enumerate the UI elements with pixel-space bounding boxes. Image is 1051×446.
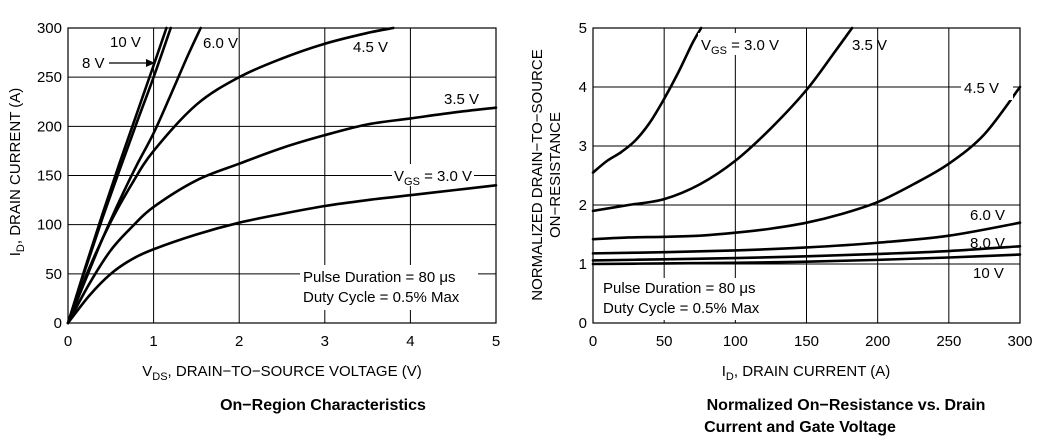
c1-y-tick-50: 50 — [45, 266, 62, 283]
c2-y-tick-2: 2 — [579, 197, 587, 214]
c2-curve-4-5-v — [591, 85, 1022, 241]
c2-label-6v: 6.0 V — [970, 207, 1005, 224]
c1-note-duty: Duty Cycle = 0.5% Max — [303, 289, 460, 306]
c2-curve-8-0-v — [591, 245, 1022, 262]
c2-x-tick-250: 250 — [936, 333, 961, 350]
c2-curve-6-0-v — [591, 221, 1022, 255]
c2-y-axis-label-line1: NORMALIZED DRAIN−TO−SOURCE — [529, 49, 546, 300]
c1-curves — [66, 26, 498, 325]
c2-curve-3-5-v — [591, 26, 854, 213]
c1-curve-8-v — [66, 26, 173, 325]
c1-x-tick-5: 5 — [492, 333, 500, 350]
c1-y-tick-150: 150 — [37, 168, 62, 185]
c1-y-tick-250: 250 — [37, 69, 62, 86]
c2-y-tick-0: 0 — [579, 315, 587, 332]
c1-y-tick-300: 300 — [37, 20, 62, 37]
normalized-rdson-chart: 0 50 100 150 200 250 300 0 1 2 3 4 5 ID, DRAIN CURR… — [529, 20, 1033, 436]
c2-note-duty: Duty Cycle = 0.5% Max — [603, 300, 760, 317]
c1-note-pulse: Pulse Duration = 80 μs — [303, 269, 455, 286]
c1-label-3v5: 3.5 V — [444, 91, 479, 108]
c2-note-pulse: Pulse Duration = 80 μs — [603, 280, 755, 297]
c1-x-tick-2: 2 — [235, 333, 243, 350]
c2-x-tick-50: 50 — [656, 333, 673, 350]
c2-label-bg-4v5 — [961, 78, 1013, 100]
on-region-chart: 0 1 2 3 4 5 0 50 100 150 200 250 300 VDS, DRAIN−TO−… — [7, 20, 500, 414]
c1-8v-arrow-head — [146, 59, 155, 67]
c2-y-tick-3: 3 — [579, 138, 587, 155]
c2-y-tick-labels: 0 1 2 3 4 5 — [579, 20, 587, 332]
c2-label-bg-vgs — [698, 33, 796, 55]
c2-x-tick-labels: 0 50 100 150 200 250 300 — [589, 333, 1033, 350]
c2-label-10v: 10 V — [973, 265, 1004, 282]
c2-y-axis-label-line2: ON−RESISTANCE — [547, 112, 564, 238]
c1-label-6v: 6.0 V — [203, 35, 238, 52]
c1-y-tick-labels: 0 50 100 150 200 250 300 — [37, 20, 62, 332]
c1-x-tick-0: 0 — [64, 333, 72, 350]
c2-x-tick-300: 300 — [1007, 333, 1032, 350]
c2-x-axis-label: ID, DRAIN CURRENT (A) — [722, 363, 891, 383]
c1-x-tick-1: 1 — [149, 333, 157, 350]
c1-note-bg — [300, 265, 478, 310]
c1-label-4v5: 4.5 V — [353, 39, 388, 56]
c2-curve-10-v — [591, 253, 1022, 266]
c2-x-tick-0: 0 — [589, 333, 597, 350]
c2-label-4v5: 4.5 V — [964, 80, 999, 97]
c1-y-tick-200: 200 — [37, 118, 62, 135]
c1-y-axis-label: ID, DRAIN CURRENT (A) — [7, 88, 27, 257]
c1-x-tick-4: 4 — [406, 333, 414, 350]
c1-label-bg — [392, 164, 474, 186]
c2-label-3v5: 3.5 V — [852, 37, 887, 54]
c1-y-tick-100: 100 — [37, 217, 62, 234]
c2-curves — [591, 26, 1022, 266]
c2-y-tick-1: 1 — [579, 256, 587, 273]
c1-x-tick-labels: 0 1 2 3 4 5 — [64, 333, 500, 350]
c1-curve-3-0-v — [66, 184, 498, 325]
c2-label-8v: 8.0 V — [970, 235, 1005, 252]
c1-label-vgs3v: VGS = 3.0 V — [394, 168, 472, 188]
c1-y-tick-0: 0 — [54, 315, 62, 332]
c1-title: On−Region Characteristics — [220, 397, 426, 414]
c2-note-bg — [599, 278, 781, 320]
c2-y-tick-4: 4 — [579, 79, 587, 96]
c2-plot-frame — [592, 27, 1021, 324]
c1-plot-frame — [67, 27, 497, 324]
c2-title-line1: Normalized On−Resistance vs. Drain — [707, 397, 986, 414]
c1-x-axis-label: VDS, DRAIN−TO−SOURCE VOLTAGE (V) — [142, 363, 422, 383]
c2-title-line2: Current and Gate Voltage — [704, 419, 896, 436]
c1-label-10v: 10 V — [110, 34, 141, 51]
c1-curve-4-5-v — [66, 26, 395, 325]
c2-x-tick-100: 100 — [723, 333, 748, 350]
c2-x-tick-200: 200 — [865, 333, 890, 350]
c2-x-tick-150: 150 — [794, 333, 819, 350]
c2-y-tick-5: 5 — [579, 20, 587, 37]
c1-x-tick-3: 3 — [321, 333, 329, 350]
c2-curve-3-0-v — [591, 26, 703, 174]
c2-label-vgs3v: VGS = 3.0 V — [701, 37, 779, 57]
c1-curve-3-5-v — [66, 106, 498, 325]
c1-label-8v: 8 V — [82, 55, 105, 72]
